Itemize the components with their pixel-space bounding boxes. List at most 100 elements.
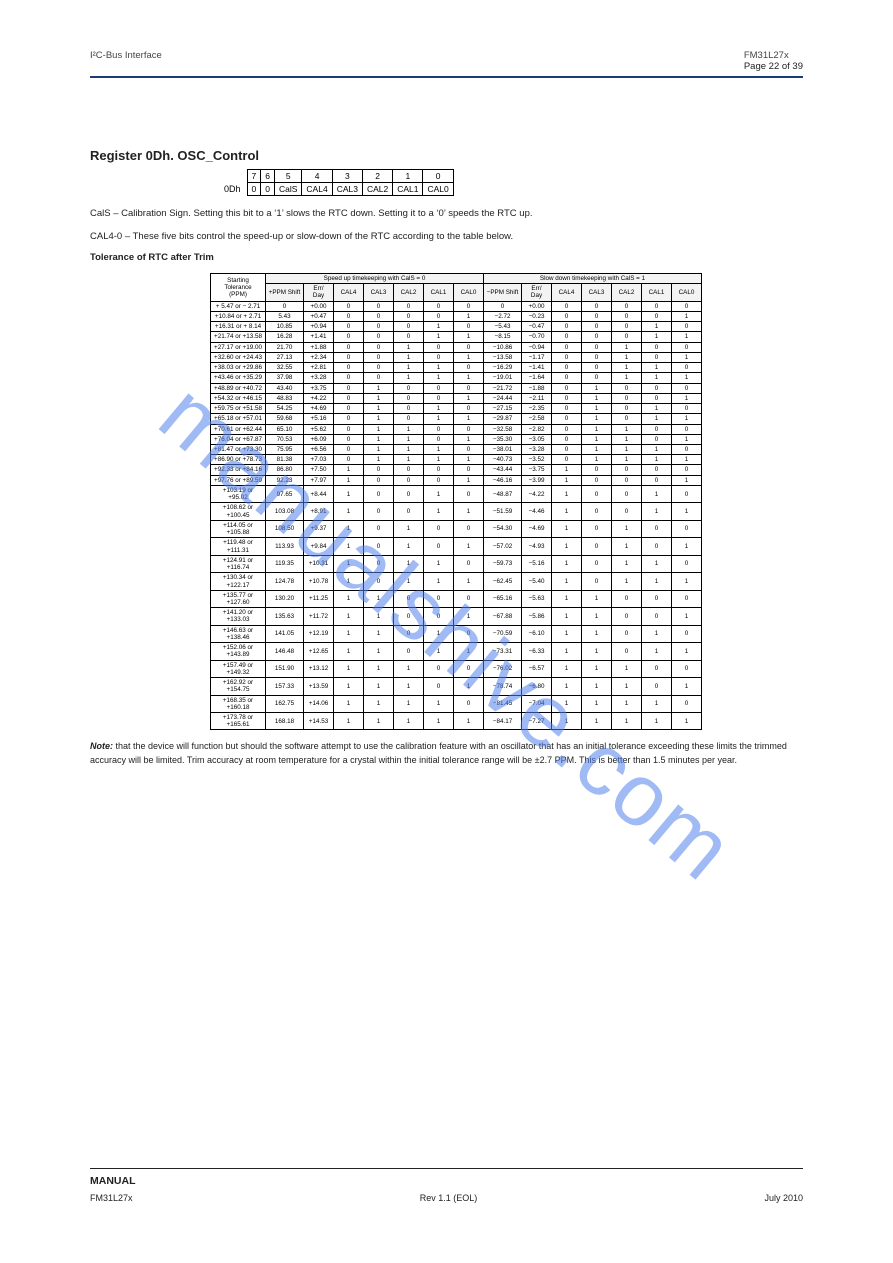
tol-cell: 0 <box>672 660 702 677</box>
tol-cell: +4.69 <box>304 404 334 414</box>
tol-cell: 1 <box>454 503 484 520</box>
tol-cell: 0 <box>364 342 394 352</box>
tol-cell: 1 <box>642 414 672 424</box>
tol-cell: +4.22 <box>304 393 334 403</box>
tol-cell: 1 <box>672 503 702 520</box>
bit-header-1: 1 <box>393 170 423 183</box>
tol-cell: 0 <box>364 332 394 342</box>
tol-cell: 151.90 <box>266 660 304 677</box>
tol-cell: 1 <box>552 475 582 485</box>
tol-cell: 1 <box>672 608 702 625</box>
tol-cell: 1 <box>454 643 484 660</box>
tol-cell: +5.16 <box>304 414 334 424</box>
tol-subheader: CAL1 <box>424 284 454 301</box>
tol-cell: 1 <box>424 444 454 454</box>
tol-cell: +11.25 <box>304 590 334 607</box>
tol-cell: +13.59 <box>304 678 334 695</box>
tol-cell: 1 <box>454 713 484 730</box>
tol-cell: −4.22 <box>522 485 552 502</box>
tol-cell: 0 <box>612 475 642 485</box>
tol-cell: 0 <box>334 332 364 342</box>
tol-cell: 0 <box>394 475 424 485</box>
tol-cell: −5.86 <box>522 608 552 625</box>
header-left: I²C-Bus Interface <box>90 50 162 61</box>
tol-cell: 0 <box>642 590 672 607</box>
tol-cell: 0 <box>642 424 672 434</box>
tol-cell: 1 <box>612 424 642 434</box>
tol-cell: 0 <box>334 373 364 383</box>
tol-cell: 1 <box>552 465 582 475</box>
tol-cell: −51.59 <box>484 503 522 520</box>
tol-cell: 1 <box>334 590 364 607</box>
tol-cell: +13.12 <box>304 660 334 677</box>
tol-cell: +6.56 <box>304 444 334 454</box>
tol-cell: 0 <box>582 555 612 572</box>
tol-cell: 0 <box>334 393 364 403</box>
tol-cell: 0 <box>672 342 702 352</box>
bit-cell: 0 <box>261 183 275 196</box>
tol-cell: 1 <box>334 520 364 537</box>
tol-cell: 1 <box>672 713 702 730</box>
bit-header-7: 7 <box>247 170 261 183</box>
tol-cell: 0 <box>642 608 672 625</box>
tol-cell: 0 <box>454 322 484 332</box>
tol-cell: −81.45 <box>484 695 522 712</box>
tol-cell: −5.40 <box>522 573 552 590</box>
tol-cell: 0 <box>642 520 672 537</box>
tol-cell: −3.28 <box>522 444 552 454</box>
tol-cell: 86.80 <box>266 465 304 475</box>
tol-cell: 1 <box>394 695 424 712</box>
tol-cell: −0.47 <box>522 322 552 332</box>
tol-cell: −6.10 <box>522 625 552 642</box>
bit-header-0: 0 <box>423 170 453 183</box>
tol-range-cell: +152.06 or +143.89 <box>211 643 266 660</box>
tol-cell: 0 <box>552 363 582 373</box>
tol-cell: 1 <box>334 475 364 485</box>
tol-cell: 0 <box>672 322 702 332</box>
tol-cell: 0 <box>642 475 672 485</box>
tol-range-cell: +92.33 or +84.16 <box>211 465 266 475</box>
tol-range-cell: +76.04 or +67.87 <box>211 434 266 444</box>
tol-cell: 119.35 <box>266 555 304 572</box>
tol-cell: 0 <box>424 393 454 403</box>
tol-cell: 97.65 <box>266 485 304 502</box>
tol-range-cell: +54.32 or +46.15 <box>211 393 266 403</box>
tol-cell: 0 <box>642 301 672 311</box>
tol-cell: +7.50 <box>304 465 334 475</box>
tol-cell: 1 <box>552 520 582 537</box>
tol-cell: 1 <box>424 332 454 342</box>
tol-cell: 1 <box>394 444 424 454</box>
tol-range-cell: +135.77 or +127.60 <box>211 590 266 607</box>
tol-cell: +0.00 <box>304 301 334 311</box>
tol-cell: 0 <box>582 538 612 555</box>
tol-subheader: CAL4 <box>334 284 364 301</box>
tol-cell: −10.86 <box>484 342 522 352</box>
tol-cell: 0 <box>642 465 672 475</box>
tol-cell: 0 <box>454 555 484 572</box>
tol-cell: 1 <box>642 373 672 383</box>
tol-cell: 0 <box>612 485 642 502</box>
tol-cell: −76.02 <box>484 660 522 677</box>
tol-range-cell: +103.19 or +95.02 <box>211 485 266 502</box>
tol-cell: 157.33 <box>266 678 304 695</box>
tol-cell: 1 <box>334 465 364 475</box>
tol-cell: 0 <box>672 625 702 642</box>
tol-cell: 1 <box>552 503 582 520</box>
footer-rule <box>90 1168 803 1169</box>
tol-cell: 1 <box>552 643 582 660</box>
tol-cell: 0 <box>612 332 642 342</box>
tol-cell: 1 <box>424 555 454 572</box>
tol-cell: 1 <box>454 393 484 403</box>
tol-range-cell: + 5.47 or − 2.71 <box>211 301 266 311</box>
bit-row-addr: 0Dh <box>220 183 247 196</box>
tol-cell: +3.75 <box>304 383 334 393</box>
tol-cell: 1 <box>364 625 394 642</box>
tol-cell: −0.23 <box>522 311 552 321</box>
tol-cell: 0 <box>394 301 424 311</box>
tol-range-cell: +114.05 or +105.88 <box>211 520 266 537</box>
tol-cell: −1.88 <box>522 383 552 393</box>
calx-desc: CAL4-0 – These five bits control the spe… <box>90 231 803 242</box>
tol-cell: 0 <box>642 342 672 352</box>
tol-cell: −5.43 <box>484 322 522 332</box>
tol-cell: 130.20 <box>266 590 304 607</box>
